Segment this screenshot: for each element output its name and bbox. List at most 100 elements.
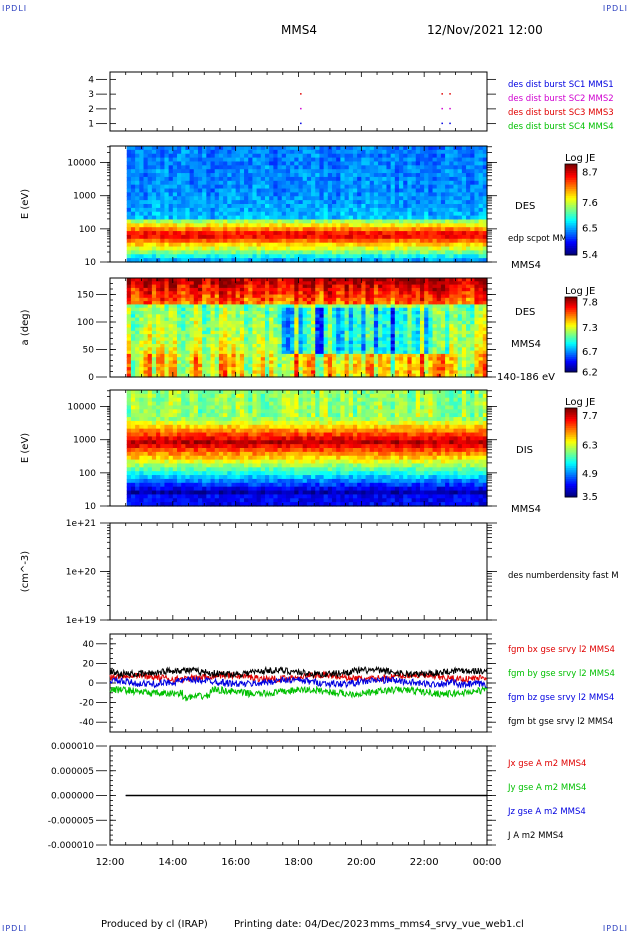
des-energy-spectrogram-pixel: [235, 250, 241, 255]
des-energy-spectrogram-pixel: [352, 250, 358, 255]
des-pitch-spectrogram-pixel: [386, 373, 392, 378]
des-energy-spectrogram-pixel: [302, 192, 308, 197]
des-energy-spectrogram-pixel: [419, 231, 425, 236]
des-energy-spectrogram-pixel: [453, 250, 459, 255]
des-pitch-spectrogram-pixel: [352, 301, 358, 305]
des-pitch-spectrogram-pixel: [135, 363, 140, 368]
des-pitch-spectrogram-pixel: [399, 353, 404, 358]
des-pitch-spectrogram-pixel: [235, 337, 241, 342]
des-energy-spectrogram-pixel: [151, 200, 157, 205]
des-pitch-spectrogram-pixel: [365, 317, 371, 322]
des-energy-spectrogram-pixel: [135, 215, 140, 221]
des-pitch-spectrogram-pixel: [197, 340, 203, 345]
des-pitch-spectrogram-pixel: [130, 360, 136, 365]
des-energy-spectrogram-pixel: [306, 180, 312, 186]
des-pitch-spectrogram-pixel: [227, 363, 233, 368]
des-pitch-spectrogram-pixel: [197, 291, 203, 296]
des-pitch-spectrogram-pixel: [239, 347, 245, 352]
des-pitch-spectrogram-pixel: [390, 357, 396, 362]
des-energy-spectrogram-pixel: [177, 153, 182, 159]
des-pitch-spectrogram-pixel: [223, 320, 228, 325]
des-energy-spectrogram-pixel: [466, 250, 471, 255]
des-energy-spectrogram-pixel: [461, 173, 467, 178]
des-energy-spectrogram-pixel: [298, 215, 304, 221]
des-energy-spectrogram-pixel: [227, 234, 233, 240]
des-pitch-spectrogram-pixel: [239, 357, 245, 362]
des-energy-spectrogram-pixel: [285, 211, 291, 217]
des-energy-spectrogram-pixel: [189, 161, 195, 166]
des-pitch-spectrogram-pixel: [202, 287, 207, 292]
des-energy-spectrogram-pixel: [470, 165, 476, 170]
des-pitch-spectrogram-pixel: [277, 320, 283, 325]
des-pitch-spectrogram-pixel: [315, 320, 321, 325]
des-energy-spectrogram-pixel: [352, 196, 358, 201]
des-pitch-spectrogram-pixel: [143, 353, 149, 358]
des-energy-spectrogram-pixel: [202, 231, 207, 236]
des-pitch-spectrogram-pixel: [168, 281, 174, 286]
des-pitch-spectrogram-pixel: [135, 284, 140, 289]
des-pitch-spectrogram-pixel: [143, 373, 149, 378]
des-pitch-spectrogram-pixel: [223, 281, 228, 286]
des-pitch-spectrogram-pixel: [332, 317, 337, 322]
des-energy-colorbar-swatch: [565, 166, 577, 170]
des-pitch-spectrogram-pixel: [348, 370, 354, 375]
des-energy-spectrogram-pixel: [260, 242, 266, 248]
des-pitch-spectrogram-pixel: [336, 334, 341, 338]
des-energy-spectrogram-pixel: [474, 242, 480, 248]
des-energy-spectrogram-pixel: [197, 227, 203, 232]
des-energy-spectrogram-pixel: [415, 250, 421, 255]
des-pitch-spectrogram-pixel: [214, 367, 220, 371]
des-energy-spectrogram-pixel: [361, 165, 367, 170]
des-pitch-spectrogram-pixel: [156, 370, 161, 375]
des-energy-spectrogram-pixel: [457, 246, 463, 251]
des-energy-spectrogram-pixel: [306, 223, 312, 228]
des-energy-spectrogram-pixel: [415, 188, 421, 193]
des-energy-spectrogram-pixel: [168, 188, 174, 193]
des-pitch-spectrogram-pixel: [260, 278, 266, 282]
des-pitch-spectrogram-pixel: [172, 304, 178, 309]
des-pitch-spectrogram-pixel: [369, 291, 375, 296]
des-energy-spectrogram-pixel: [181, 219, 186, 224]
des-pitch-spectrogram-pixel: [419, 287, 425, 292]
des-energy-spectrogram-pixel: [239, 165, 245, 170]
des-energy-spectrogram-pixel: [315, 161, 321, 166]
des-energy-spectrogram-pixel: [466, 231, 471, 236]
des-pitch-spectrogram-pixel: [156, 294, 161, 299]
des-energy-spectrogram-pixel: [348, 211, 354, 217]
des-energy-spectrogram-pixel: [466, 207, 471, 213]
des-pitch-spectrogram-pixel: [340, 337, 346, 342]
des-pitch-spectrogram-pixel: [168, 304, 174, 309]
des-energy-spectrogram-pixel: [332, 176, 337, 182]
des-energy-spectrogram-pixel: [432, 211, 438, 217]
des-pitch-spectrogram-pixel: [340, 284, 346, 289]
des-energy-spectrogram-pixel: [164, 231, 170, 236]
des-pitch-spectrogram-pixel: [277, 291, 283, 296]
des-energy-spectrogram-pixel: [440, 196, 446, 201]
des-energy-spectrogram-pixel: [244, 223, 249, 228]
des-energy-spectrogram-pixel: [294, 242, 300, 248]
des-energy-spectrogram-pixel: [164, 184, 170, 190]
des-energy-spectrogram-pixel: [264, 227, 270, 232]
des-energy-spectrogram-pixel: [436, 242, 442, 248]
des-energy-spectrogram-pixel: [365, 254, 371, 259]
des-energy-spectrogram-pixel: [352, 184, 358, 190]
des-energy-spectrogram-pixel: [256, 258, 262, 263]
des-energy-spectrogram-pixel: [264, 161, 270, 166]
des-energy-spectrogram-pixel: [172, 196, 178, 201]
des-energy-spectrogram-pixel: [390, 153, 396, 159]
des-energy-spectrogram-pixel: [269, 223, 274, 228]
des-pitch-spectrogram-pixel: [323, 344, 329, 348]
des-pitch-spectrogram-pixel: [373, 340, 379, 345]
des-pitch-spectrogram-pixel: [302, 320, 308, 325]
des-pitch-spectrogram-pixel: [126, 330, 132, 335]
des-pitch-spectrogram-pixel: [332, 370, 337, 375]
des-energy-spectrogram-pixel: [168, 176, 174, 182]
des-energy-spectrogram-pixel: [193, 180, 199, 186]
des-pitch-spectrogram-pixel: [168, 373, 174, 378]
des-pitch-spectrogram-pixel: [160, 324, 166, 329]
des-pitch-spectrogram-pixel: [348, 294, 354, 299]
des-energy-spectrogram-pixel: [365, 234, 371, 240]
des-energy-spectrogram-pixel: [403, 238, 409, 244]
des-energy-spectrogram-pixel: [160, 153, 166, 159]
des-energy-spectrogram-pixel: [239, 219, 245, 224]
